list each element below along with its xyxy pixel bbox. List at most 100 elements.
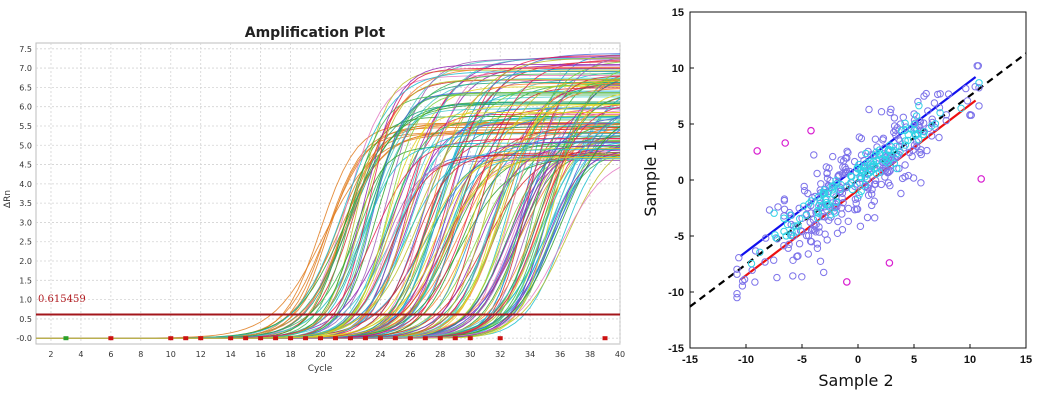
scatter-point — [733, 265, 741, 273]
scatter-point — [935, 133, 943, 142]
baseline-marker — [497, 336, 503, 341]
scatter-point — [762, 234, 770, 242]
baseline-marker — [318, 336, 324, 341]
scatter-point — [944, 90, 953, 98]
scatter-point — [881, 173, 889, 181]
scatter-point — [890, 114, 899, 122]
scatter-point — [751, 247, 760, 255]
scatter-point — [824, 200, 833, 208]
y-axis-label: ΔRn — [3, 190, 13, 208]
scatter-point — [928, 122, 936, 130]
scatter-point — [747, 259, 756, 268]
scatter-point — [868, 190, 876, 198]
scatter-point — [887, 105, 895, 114]
scatter-point — [733, 270, 741, 278]
axes — [689, 11, 1027, 349]
x-tick-label: 10 — [166, 350, 176, 359]
scatter-point — [868, 201, 876, 210]
baseline-marker — [168, 336, 174, 341]
scatter-point — [820, 268, 828, 277]
baseline-markers — [63, 336, 608, 341]
y-tick-label: -15 — [668, 343, 684, 355]
scatter-point — [962, 84, 970, 93]
scatter-point — [832, 177, 840, 185]
scatter-point — [829, 152, 837, 161]
scatter-point — [834, 172, 842, 180]
scatter-point — [834, 217, 842, 226]
baseline-marker — [362, 336, 368, 341]
x-tick-label: 20 — [315, 350, 325, 359]
scatter-point — [875, 149, 883, 158]
amplification-curve — [36, 111, 620, 339]
scatter-point — [838, 194, 846, 202]
baseline-marker — [63, 336, 69, 341]
scatter-point — [804, 189, 812, 198]
scatter-point — [774, 203, 782, 211]
scatter-point — [916, 118, 925, 126]
scatter-point — [860, 162, 868, 171]
x-tick-label: -15 — [682, 354, 698, 366]
scatter-point — [893, 150, 901, 158]
scatter-point — [901, 161, 909, 169]
baseline-marker — [347, 336, 353, 341]
scatter-point — [936, 109, 944, 117]
scatter-point — [829, 190, 838, 198]
scatter-point — [771, 231, 779, 239]
scatter-point — [780, 196, 789, 205]
x-tick-label: 28 — [435, 350, 445, 359]
scatter-point — [975, 84, 983, 92]
scatter-point — [783, 220, 792, 229]
scatter-point — [847, 172, 855, 180]
scatter-point — [915, 102, 923, 110]
scatter-point — [773, 273, 781, 282]
scatter-point — [912, 112, 921, 120]
scatter-point — [733, 290, 741, 298]
scatter-point — [898, 126, 906, 135]
scatter-point — [798, 227, 806, 236]
x-tick-label: 40 — [615, 350, 625, 359]
y-tick-label: 5.5 — [19, 122, 32, 131]
y-tick-labels: -0.0 0.5 1.0 1.5 2.0 2.5 3.0 3.5 4.0 4.5 5.0 5.5 6.0… — [16, 45, 32, 343]
scatter-point — [844, 217, 853, 226]
scatter-point — [738, 282, 747, 290]
scatter-point — [802, 231, 811, 240]
baseline-marker — [273, 336, 279, 341]
scatter-point — [923, 146, 931, 155]
scatter-point — [901, 119, 909, 128]
amplification-plot: Amplification Plot 0.615459 2 4 6 8 10 12 14 16… — [3, 25, 625, 374]
scatter-point — [786, 211, 795, 219]
baseline-marker — [437, 336, 443, 341]
scatter-point — [780, 205, 789, 214]
scatter-point — [789, 272, 797, 280]
scatter-point — [785, 240, 793, 249]
baseline-marker — [377, 336, 383, 341]
x-tick-label: 10 — [964, 354, 976, 366]
scatter-point — [780, 242, 788, 250]
scatter-point — [901, 126, 909, 135]
y-tick-label: 0 — [678, 175, 684, 187]
baseline-marker — [422, 336, 428, 341]
scatter-point — [787, 231, 795, 240]
scatter-point — [893, 164, 901, 173]
y-axis-label: Sample 1 — [641, 141, 660, 216]
scatter-point — [914, 97, 922, 106]
scatter-point — [904, 136, 912, 145]
scatter-point — [810, 222, 818, 230]
scatter-point — [899, 113, 907, 122]
scatter-point — [891, 154, 899, 163]
scatter-point — [784, 244, 792, 252]
scatter-point — [916, 117, 924, 125]
scatter-point — [963, 97, 972, 105]
scatter-point — [901, 173, 909, 181]
scatter-point — [919, 130, 928, 139]
scatter-point — [861, 180, 870, 189]
scatter-point — [813, 240, 822, 248]
y-tick-label: -0.0 — [16, 334, 32, 343]
y-tick-label: 6.5 — [19, 83, 32, 92]
scatter-point — [855, 133, 864, 141]
scatter-point — [851, 195, 860, 203]
scatter-point — [908, 152, 916, 161]
scatter-point — [770, 256, 778, 264]
scatter-point — [831, 209, 839, 217]
scatter-point — [823, 195, 831, 203]
